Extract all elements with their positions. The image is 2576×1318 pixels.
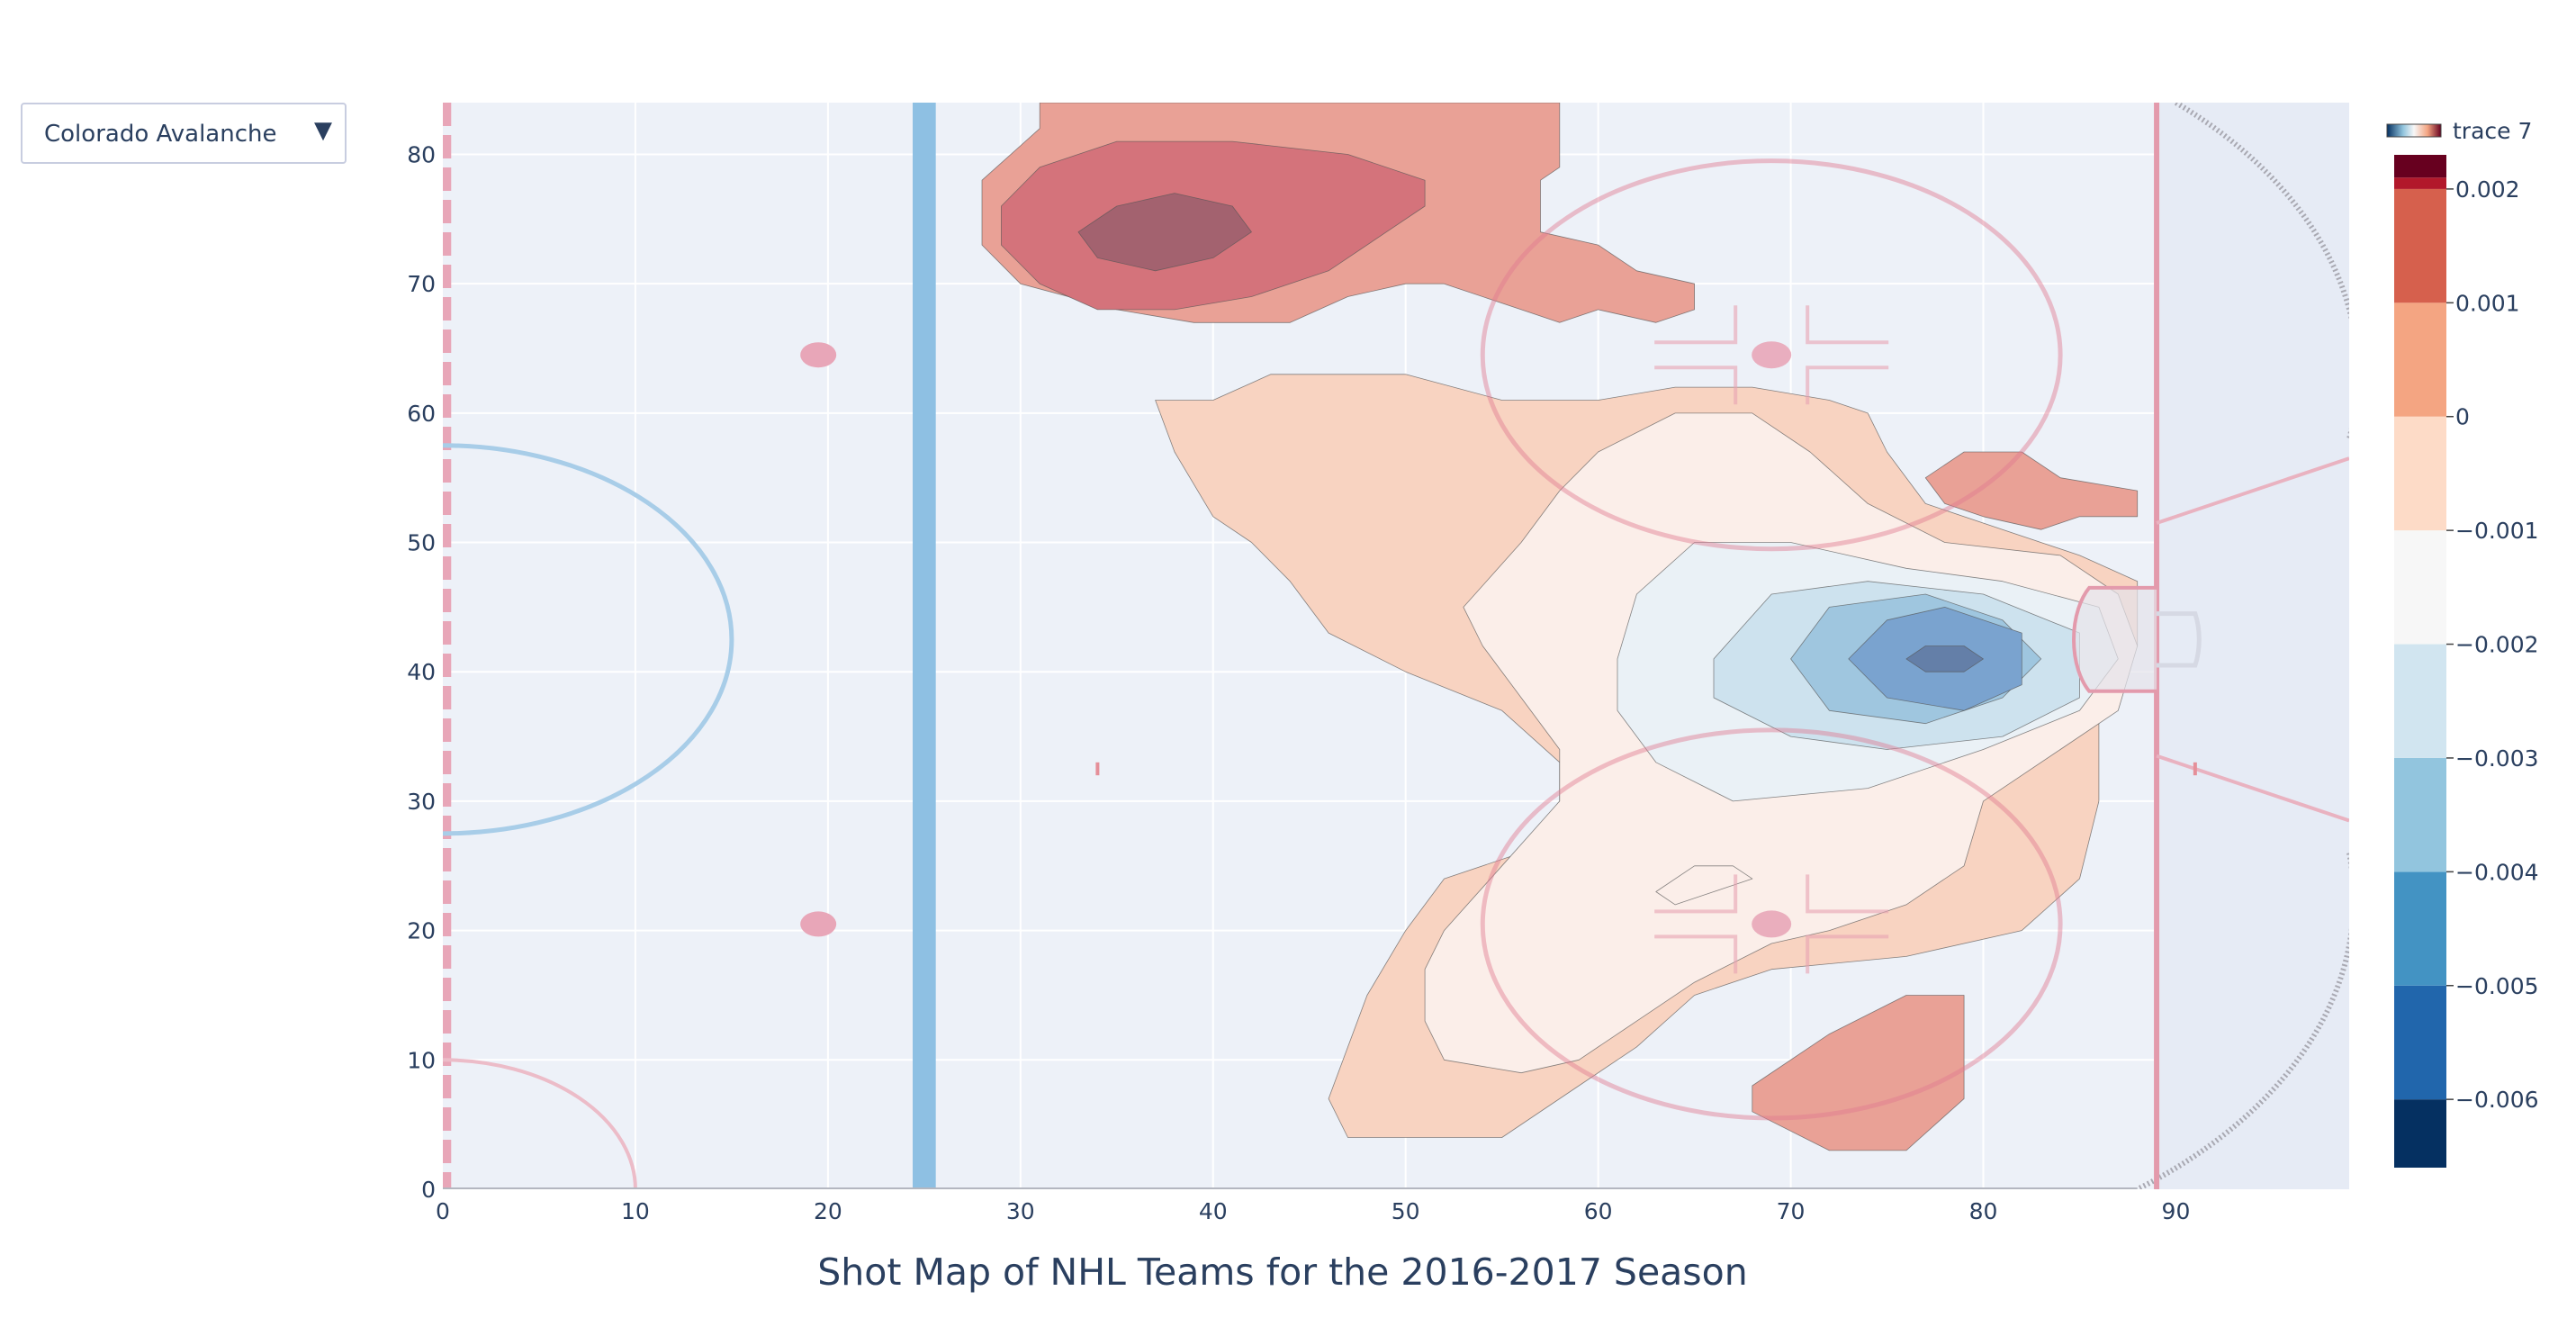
referee-crease [443, 1058, 637, 1189]
x-axis-ticks: 0 10 20 30 40 50 60 70 80 90 [436, 1198, 2190, 1224]
faceoff-hash [1806, 934, 1889, 974]
y-tick-label: 70 [407, 271, 436, 297]
y-tick-label: 50 [407, 530, 436, 556]
chart-title: Shot Map of NHL Teams for the 2016-2017 … [817, 1250, 1748, 1294]
colorbar-block [2394, 644, 2446, 758]
y-tick-label: 40 [407, 659, 436, 685]
y-tick-label: 10 [407, 1047, 436, 1073]
faceoff-hash [1806, 305, 1889, 345]
colorbar-tick-label: −0.006 [2455, 1087, 2539, 1113]
end-faceoff-dot [1752, 341, 1792, 369]
goal-net [2157, 611, 2202, 668]
team-dropdown[interactable]: Colorado Avalanche ▼ [21, 103, 347, 164]
contour-regions [981, 103, 2139, 1151]
colorbar-tick-label: −0.001 [2455, 518, 2539, 544]
y-tick-label: 30 [407, 789, 436, 815]
faceoff-hash [1654, 874, 1738, 914]
contour-region [1752, 995, 1965, 1151]
behind-goal-area [2157, 103, 2349, 1189]
x-tick-label: 40 [1199, 1198, 1228, 1224]
x-tick-label: 10 [621, 1198, 650, 1224]
team-dropdown-label: Colorado Avalanche [44, 121, 277, 148]
blue-line [913, 103, 936, 1189]
y-tick-label: 20 [407, 918, 436, 944]
contour-region [1924, 451, 2139, 530]
colorbar-title: trace 7 [2453, 118, 2532, 144]
colorbar-tick-label: −0.004 [2455, 859, 2539, 885]
plot-area [443, 103, 2349, 1189]
faceoff-hash [1654, 934, 1738, 974]
x-tick-label: 0 [436, 1198, 450, 1224]
x-tick-label: 60 [1584, 1198, 1613, 1224]
end-faceoff-dot [1752, 910, 1792, 938]
boards-corner-top [2174, 103, 2349, 439]
colorbar-tick-label: 0.002 [2455, 176, 2520, 203]
faceoff-hash [1654, 305, 1738, 345]
faceoff-hash [1806, 366, 1889, 405]
contour-region [1905, 645, 1984, 673]
x-tick-label: 50 [1392, 1198, 1420, 1224]
y-axis-ticks: 0 10 20 30 40 50 60 70 80 [407, 141, 436, 1203]
faceoff-hash [1806, 874, 1889, 914]
colorbar-tick-label: −0.003 [2455, 745, 2539, 772]
contour-region [1655, 865, 1753, 906]
x-tick-label: 20 [814, 1198, 842, 1224]
colorbar-block [2394, 155, 2446, 178]
rink-overlay [443, 103, 2349, 1189]
colorbar-block [2394, 1099, 2446, 1168]
colorbar-block [2394, 188, 2446, 303]
rink-markings [443, 103, 2349, 1189]
trapezoid-bottom [2156, 754, 2349, 823]
colorbar-tick-label: 0.001 [2455, 290, 2520, 316]
neutral-faceoff-dot [800, 342, 837, 368]
colorbar-tick-label: −0.005 [2455, 973, 2539, 999]
x-tick-label: 30 [1006, 1198, 1035, 1224]
colorbar-tick-label: 0 [2455, 404, 2470, 430]
faceoff-hash [1654, 366, 1738, 405]
colorbar-block [2394, 530, 2446, 645]
colorbar: trace 7 0.002 0.001 0 −0.001 −0.002 −0.003 −0.… [2386, 118, 2539, 1168]
colorbar-block [2394, 302, 2446, 417]
colorbar-ticks: 0.002 0.001 0 −0.001 −0.002 −0.003 −0.004 −0.00… [2446, 176, 2539, 1113]
colorbar-block [2394, 871, 2446, 986]
center-circle [443, 443, 734, 836]
colorbar-block [2394, 177, 2446, 189]
colorbar-tick-label: −0.002 [2455, 632, 2539, 658]
x-tick-label: 80 [1969, 1198, 1998, 1224]
colorbar-blocks [2394, 155, 2446, 1168]
y-tick-label: 0 [421, 1177, 436, 1203]
end-faceoff-circle [1480, 158, 2063, 552]
x-tick-label: 90 [2162, 1198, 2191, 1224]
y-tick-label: 60 [407, 401, 436, 427]
colorbar-block [2394, 985, 2446, 1100]
contour-region [1077, 193, 1252, 272]
legend-swatch [2386, 123, 2442, 138]
neutral-faceoff-dot [800, 911, 837, 937]
end-faceoff-circle [1480, 727, 2063, 1121]
x-tick-label: 70 [1777, 1198, 1806, 1224]
triangle-down-icon[interactable]: ▼ [314, 117, 332, 144]
trapezoid-top [2156, 456, 2349, 525]
y-tick-label: 80 [407, 141, 436, 167]
colorbar-block [2394, 757, 2446, 872]
colorbar-block [2394, 416, 2446, 531]
goal-crease [2072, 585, 2157, 693]
